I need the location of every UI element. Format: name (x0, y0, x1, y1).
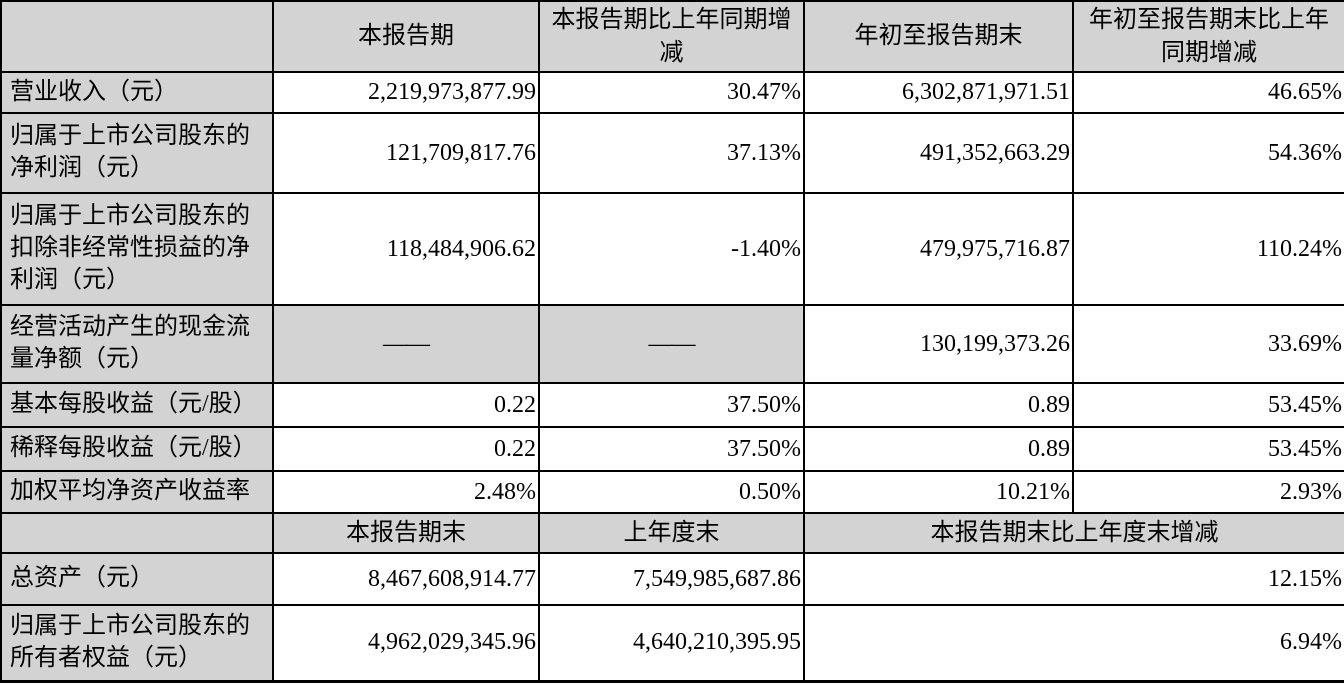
table-row-operating-cash-flow: 经营活动产生的现金流量净额（元） —— —— 130,199,373.26 33… (0, 304, 1344, 384)
cell-value: 4,640,210,395.95 (538, 604, 805, 683)
table-row-owners-equity: 归属于上市公司股东的所有者权益（元） 4,962,029,345.96 4,64… (0, 604, 1344, 683)
cell-value: 53.45% (1072, 426, 1344, 472)
cell-not-applicable: —— (272, 304, 540, 384)
cell-value: 6.94% (803, 604, 1344, 683)
row-label: 加权平均净资产收益率 (0, 470, 274, 514)
cell-value: 121,709,817.76 (272, 112, 540, 194)
cell-value: 2.93% (1072, 470, 1344, 514)
column-header-prior-year-end: 上年度末 (538, 512, 805, 554)
cell-value: 491,352,663.29 (803, 112, 1074, 194)
cell-value: 33.69% (1072, 304, 1344, 384)
cell-value: 8,467,608,914.77 (272, 552, 540, 606)
table-row-basic-eps: 基本每股收益（元/股） 0.22 37.50% 0.89 53.45% (0, 382, 1344, 428)
cell-value: 0.22 (272, 382, 540, 428)
cell-not-applicable: —— (538, 304, 805, 384)
cell-value: 0.89 (803, 382, 1074, 428)
cell-value: 0.50% (538, 470, 805, 514)
cell-value: 118,484,906.62 (272, 192, 540, 306)
column-header-ytd-yoy-change: 年初至报告期末比上年同期增减 (1072, 0, 1344, 73)
cell-value: 7,549,985,687.86 (538, 552, 805, 606)
cell-value: 6,302,871,971.51 (803, 71, 1074, 114)
cell-value: 10.21% (803, 470, 1074, 514)
empty-header-cell (0, 512, 274, 554)
cell-value: 0.89 (803, 426, 1074, 472)
table-row-net-profit: 归属于上市公司股东的净利润（元） 121,709,817.76 37.13% 4… (0, 112, 1344, 194)
cell-value: 0.22 (272, 426, 540, 472)
table-row-weighted-avg-roe: 加权平均净资产收益率 2.48% 0.50% 10.21% 2.93% (0, 470, 1344, 514)
column-header-ytd: 年初至报告期末 (803, 0, 1074, 73)
cell-value: -1.40% (538, 192, 805, 306)
column-header-current-period: 本报告期 (272, 0, 540, 73)
table-row-revenue: 营业收入（元） 2,219,973,877.99 30.47% 6,302,87… (0, 71, 1344, 114)
cell-value: 479,975,716.87 (803, 192, 1074, 306)
cell-value: 46.65% (1072, 71, 1344, 114)
row-label: 归属于上市公司股东的所有者权益（元） (0, 604, 274, 683)
cell-value: 12.15% (803, 552, 1344, 606)
cell-value: 4,962,029,345.96 (272, 604, 540, 683)
financial-summary-table: 本报告期 本报告期比上年同期增减 年初至报告期末 年初至报告期末比上年同期增减 … (0, 0, 1344, 683)
cell-value: 54.36% (1072, 112, 1344, 194)
financial-report-page: 本报告期 本报告期比上年同期增减 年初至报告期末 年初至报告期末比上年同期增减 … (0, 0, 1344, 683)
cell-value: 30.47% (538, 71, 805, 114)
row-label: 经营活动产生的现金流量净额（元） (0, 304, 274, 384)
cell-value: 130,199,373.26 (803, 304, 1074, 384)
table-row-total-assets: 总资产（元） 8,467,608,914.77 7,549,985,687.86… (0, 552, 1344, 606)
cell-value: 37.13% (538, 112, 805, 194)
row-label: 营业收入（元） (0, 71, 274, 114)
section2-header-row: 本报告期末 上年度末 本报告期末比上年度末增减 (0, 512, 1344, 554)
table-row-diluted-eps: 稀释每股收益（元/股） 0.22 37.50% 0.89 53.45% (0, 426, 1344, 472)
row-label: 归属于上市公司股东的净利润（元） (0, 112, 274, 194)
empty-header-cell (0, 0, 274, 73)
row-label: 稀释每股收益（元/股） (0, 426, 274, 472)
cell-value: 2,219,973,877.99 (272, 71, 540, 114)
column-header-period-end: 本报告期末 (272, 512, 540, 554)
cell-value: 37.50% (538, 382, 805, 428)
column-header-change-vs-prior-year-end: 本报告期末比上年度末增减 (803, 512, 1344, 554)
column-header-period-yoy-change: 本报告期比上年同期增减 (538, 0, 805, 73)
cell-value: 110.24% (1072, 192, 1344, 306)
row-label: 基本每股收益（元/股） (0, 382, 274, 428)
table-row-net-profit-excl-nonrecurring: 归属于上市公司股东的扣除非经常性损益的净利润（元） 118,484,906.62… (0, 192, 1344, 306)
row-label: 总资产（元） (0, 552, 274, 606)
cell-value: 53.45% (1072, 382, 1344, 428)
row-label: 归属于上市公司股东的扣除非经常性损益的净利润（元） (0, 192, 274, 306)
cell-value: 2.48% (272, 470, 540, 514)
section1-header-row: 本报告期 本报告期比上年同期增减 年初至报告期末 年初至报告期末比上年同期增减 (0, 0, 1344, 73)
cell-value: 37.50% (538, 426, 805, 472)
